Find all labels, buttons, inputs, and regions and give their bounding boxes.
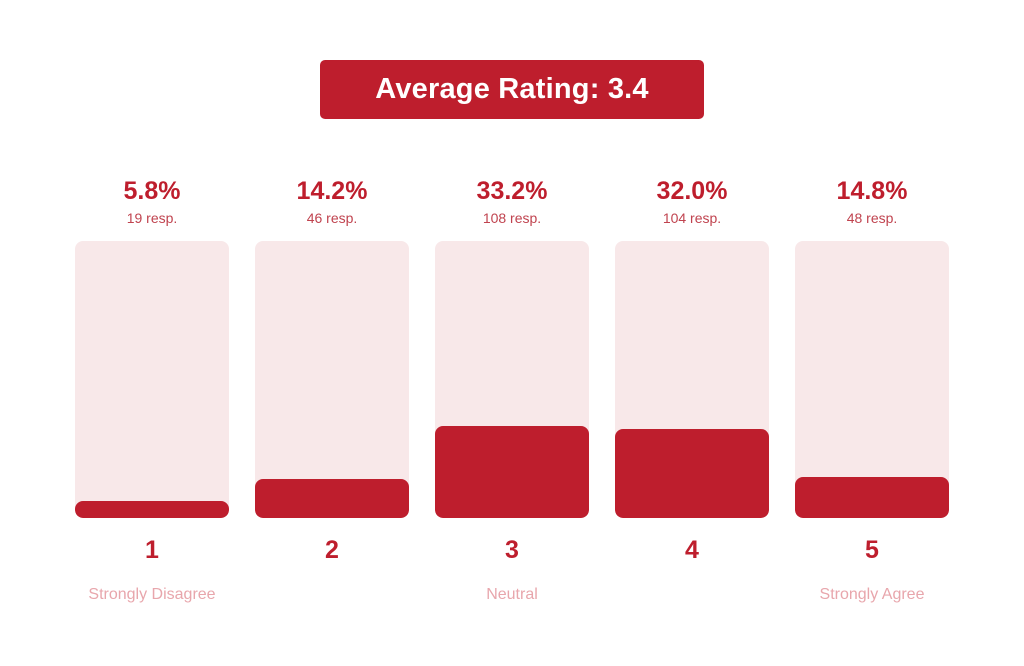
rating-description-label: Neutral xyxy=(486,586,538,603)
rating-column: 14.2% 46 resp. 2 xyxy=(255,0,409,666)
percent-label: 14.8% xyxy=(836,177,908,205)
rating-value-label: 1 xyxy=(145,536,159,564)
bar-track xyxy=(615,241,769,518)
rating-column: 33.2% 108 resp. 3 Neutral xyxy=(435,0,589,666)
response-count: 104 resp. xyxy=(662,210,722,226)
rating-description-label: Strongly Disagree xyxy=(88,586,216,603)
rating-value-label: 2 xyxy=(325,536,339,564)
rating-value-label: 5 xyxy=(865,536,879,564)
bar xyxy=(615,429,769,518)
percent-label: 14.2% xyxy=(296,177,368,205)
bar xyxy=(795,477,949,518)
percent-label: 5.8% xyxy=(123,177,181,205)
response-count: 46 resp. xyxy=(306,210,358,226)
average-rating-label: Average Rating: xyxy=(375,73,600,105)
response-count: 108 resp. xyxy=(482,210,542,226)
rating-column: 32.0% 104 resp. 4 xyxy=(615,0,769,666)
bar xyxy=(75,501,229,518)
chart-title: Average Rating: 3.4 xyxy=(375,73,649,106)
percent-label: 32.0% xyxy=(656,177,728,205)
bar-track xyxy=(255,241,409,518)
response-count: 19 resp. xyxy=(126,210,178,226)
bar xyxy=(435,426,589,518)
bar-track xyxy=(75,241,229,518)
percent-label: 33.2% xyxy=(476,177,548,205)
rating-value-label: 4 xyxy=(685,536,699,564)
rating-description-label: Strongly Agree xyxy=(819,586,925,603)
rating-column: 5.8% 19 resp. 1 Strongly Disagree xyxy=(75,0,229,666)
rating-value-label: 3 xyxy=(505,536,519,564)
response-count: 48 resp. xyxy=(846,210,898,226)
bar-track xyxy=(435,241,589,518)
average-rating-badge: Average Rating: 3.4 xyxy=(320,60,704,119)
average-rating-value: 3.4 xyxy=(607,73,649,105)
rating-column: 14.8% 48 resp. 5 Strongly Agree xyxy=(795,0,949,666)
bar xyxy=(255,479,409,518)
bar-track xyxy=(795,241,949,518)
